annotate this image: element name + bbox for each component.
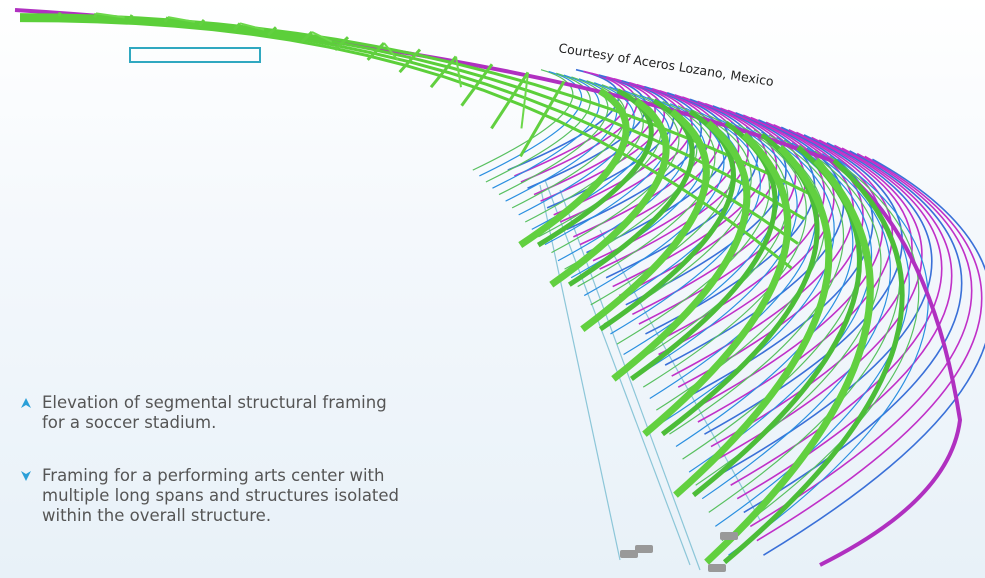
rib	[520, 72, 638, 183]
credit: Courtesy of Aceros Lozano, Mexico	[558, 40, 775, 89]
rib	[749, 152, 973, 528]
rib	[736, 147, 953, 500]
rib	[128, 14, 134, 20]
rib	[505, 78, 618, 202]
rib	[610, 112, 761, 335]
brace	[239, 22, 265, 31]
rib	[636, 121, 798, 377]
rib	[631, 107, 797, 316]
rib	[722, 158, 905, 565]
rib	[93, 12, 98, 18]
rib	[232, 22, 242, 31]
rib	[642, 124, 807, 388]
rib	[710, 136, 913, 448]
rib	[605, 98, 759, 279]
support	[635, 545, 653, 553]
rib	[688, 142, 873, 473]
brace	[311, 31, 333, 43]
rib	[669, 134, 845, 435]
caption: Elevation of segmental structural framin…	[20, 393, 387, 433]
rib	[519, 80, 566, 158]
rib	[690, 129, 884, 411]
rib	[673, 144, 833, 498]
brace	[167, 16, 196, 23]
rib	[492, 74, 600, 189]
rib	[717, 139, 923, 460]
caption-line: Elevation of segmental structural framin…	[42, 393, 387, 412]
rib	[612, 100, 768, 288]
brace	[520, 72, 529, 129]
rib	[664, 119, 845, 366]
rib	[701, 147, 891, 500]
rib	[756, 155, 983, 542]
rib	[511, 80, 627, 209]
rib	[629, 119, 789, 366]
up-arrow-icon	[21, 398, 31, 408]
rib	[580, 108, 710, 333]
cable	[559, 189, 701, 571]
bracing-detail	[129, 47, 261, 63]
rib	[198, 18, 206, 27]
rib	[697, 131, 893, 423]
rib	[333, 36, 350, 51]
cable	[539, 184, 621, 561]
rib	[611, 120, 751, 382]
rib	[429, 55, 458, 89]
rib	[586, 92, 730, 254]
rib	[704, 158, 874, 565]
rib	[527, 74, 647, 189]
rib	[57, 12, 62, 17]
support	[620, 550, 638, 558]
cable	[599, 229, 761, 521]
rib	[267, 26, 278, 37]
caption: Framing for a performing arts center wit…	[20, 466, 399, 526]
brace	[383, 42, 399, 61]
rib	[763, 158, 985, 556]
brace	[95, 12, 125, 19]
brace	[455, 56, 462, 88]
rib	[472, 69, 574, 171]
caption-line: multiple long spans and structures isola…	[42, 486, 400, 505]
rib	[721, 155, 920, 542]
rib	[728, 158, 929, 556]
rib	[549, 98, 670, 288]
rib	[498, 76, 609, 196]
rib	[518, 87, 630, 248]
rib	[366, 42, 386, 61]
rib	[645, 111, 816, 335]
rib	[479, 70, 583, 177]
caption-line: for a soccer stadium.	[42, 413, 217, 432]
support	[720, 532, 738, 540]
rib	[460, 63, 494, 107]
caption-line: within the overall structure.	[42, 506, 272, 525]
rib	[485, 72, 591, 183]
rib	[642, 132, 792, 437]
down-arrow-icon	[21, 471, 31, 481]
rib	[300, 30, 314, 43]
caption-line: Framing for a performing arts center wit…	[42, 466, 385, 485]
support	[708, 564, 726, 572]
rib	[577, 100, 716, 288]
rib	[658, 116, 835, 356]
rib	[490, 71, 530, 130]
rib	[398, 48, 422, 74]
rib	[163, 16, 170, 23]
